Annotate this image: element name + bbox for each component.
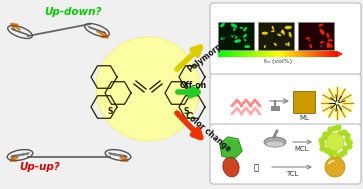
Bar: [261, 51, 262, 57]
Bar: [237, 51, 238, 57]
Ellipse shape: [264, 137, 286, 147]
Bar: [334, 51, 335, 57]
Ellipse shape: [220, 23, 225, 27]
Bar: [245, 51, 246, 57]
Bar: [310, 51, 311, 57]
Bar: [269, 51, 270, 57]
Bar: [243, 51, 244, 57]
Ellipse shape: [272, 26, 274, 30]
Bar: [229, 51, 230, 57]
Ellipse shape: [327, 43, 330, 48]
Bar: [305, 51, 306, 57]
FancyBboxPatch shape: [210, 124, 361, 184]
Bar: [288, 51, 289, 57]
Ellipse shape: [289, 32, 291, 37]
Bar: [283, 51, 284, 57]
Ellipse shape: [223, 157, 239, 177]
Ellipse shape: [320, 45, 323, 47]
Ellipse shape: [266, 141, 284, 147]
Text: MCL: MCL: [295, 146, 309, 152]
Bar: [284, 51, 285, 57]
Bar: [304, 51, 305, 57]
Bar: [225, 51, 226, 57]
Ellipse shape: [230, 35, 236, 38]
Bar: [230, 51, 231, 57]
Bar: [296, 51, 297, 57]
Text: Up-up?: Up-up?: [20, 162, 60, 172]
Bar: [226, 51, 227, 57]
Bar: [294, 51, 295, 57]
Bar: [231, 51, 232, 57]
FancyBboxPatch shape: [210, 3, 361, 75]
Bar: [247, 51, 248, 57]
Circle shape: [325, 157, 345, 177]
Ellipse shape: [240, 27, 243, 29]
Bar: [298, 22, 334, 50]
Bar: [258, 51, 259, 57]
Circle shape: [96, 37, 200, 141]
Bar: [239, 51, 240, 57]
Bar: [244, 51, 245, 57]
Bar: [258, 22, 294, 50]
Bar: [228, 51, 229, 57]
Bar: [253, 51, 254, 57]
Bar: [241, 51, 242, 57]
Bar: [300, 51, 301, 57]
Ellipse shape: [281, 30, 285, 35]
Bar: [315, 51, 316, 57]
Bar: [335, 51, 336, 57]
Bar: [286, 51, 287, 57]
Ellipse shape: [285, 43, 288, 46]
Bar: [235, 51, 236, 57]
Ellipse shape: [308, 40, 311, 41]
Bar: [275, 51, 276, 57]
Bar: [248, 51, 249, 57]
Bar: [313, 51, 314, 57]
Bar: [323, 51, 324, 57]
Bar: [309, 51, 310, 57]
Bar: [274, 51, 275, 57]
Bar: [255, 51, 256, 57]
Bar: [252, 51, 253, 57]
Bar: [306, 51, 307, 57]
Ellipse shape: [264, 45, 266, 48]
Bar: [264, 51, 265, 57]
Bar: [268, 51, 269, 57]
Ellipse shape: [322, 30, 325, 35]
Bar: [256, 51, 257, 57]
Bar: [307, 51, 308, 57]
Bar: [311, 51, 312, 57]
Bar: [316, 51, 317, 57]
Bar: [250, 51, 251, 57]
Bar: [299, 51, 300, 57]
Circle shape: [321, 87, 353, 119]
Bar: [282, 51, 283, 57]
Bar: [320, 51, 321, 57]
Bar: [291, 51, 292, 57]
Bar: [224, 51, 225, 57]
Bar: [308, 51, 309, 57]
Bar: [254, 51, 255, 57]
Text: TCL: TCL: [286, 171, 298, 177]
Bar: [257, 51, 258, 57]
Bar: [278, 51, 279, 57]
Ellipse shape: [274, 43, 277, 46]
Bar: [322, 51, 323, 57]
Ellipse shape: [281, 30, 284, 33]
Bar: [321, 51, 322, 57]
Bar: [263, 51, 264, 57]
Bar: [242, 51, 243, 57]
Bar: [266, 51, 267, 57]
Bar: [267, 51, 268, 57]
Bar: [337, 51, 338, 57]
Ellipse shape: [234, 39, 241, 43]
Bar: [319, 51, 320, 57]
Ellipse shape: [319, 29, 324, 35]
FancyBboxPatch shape: [210, 74, 361, 126]
Ellipse shape: [231, 23, 237, 28]
Bar: [260, 51, 261, 57]
Bar: [280, 51, 281, 57]
Ellipse shape: [287, 42, 290, 46]
Bar: [332, 51, 333, 57]
